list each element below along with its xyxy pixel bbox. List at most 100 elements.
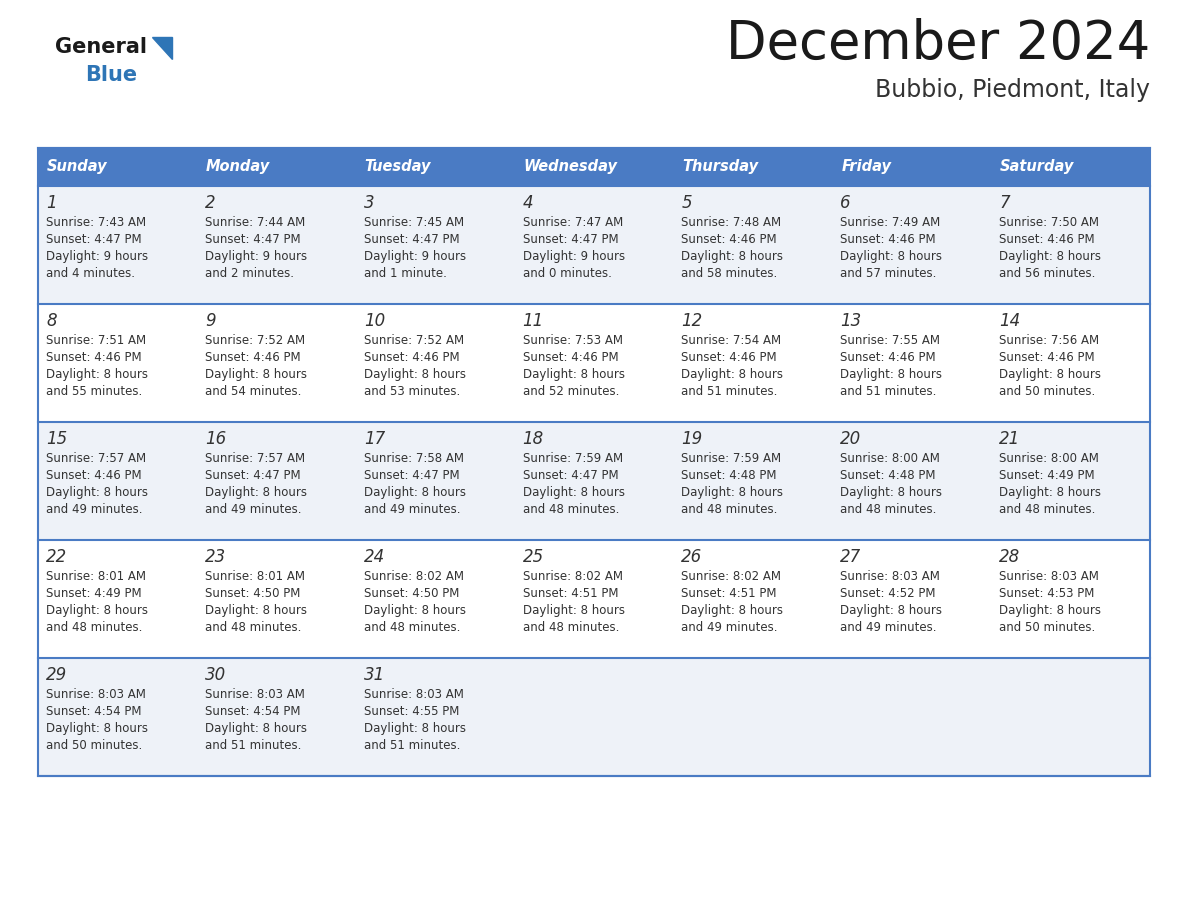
Text: Daylight: 8 hours: Daylight: 8 hours xyxy=(840,368,942,381)
Text: and 54 minutes.: and 54 minutes. xyxy=(204,385,302,398)
Text: Sunday: Sunday xyxy=(48,160,108,174)
Text: Daylight: 8 hours: Daylight: 8 hours xyxy=(999,250,1101,263)
Text: Sunrise: 8:01 AM: Sunrise: 8:01 AM xyxy=(46,570,146,583)
Text: Sunset: 4:48 PM: Sunset: 4:48 PM xyxy=(682,469,777,482)
Text: Sunset: 4:46 PM: Sunset: 4:46 PM xyxy=(46,351,141,364)
Text: 22: 22 xyxy=(46,548,68,566)
Text: Saturday: Saturday xyxy=(1000,160,1074,174)
Text: Sunrise: 7:52 AM: Sunrise: 7:52 AM xyxy=(204,334,305,347)
Text: Sunrise: 8:01 AM: Sunrise: 8:01 AM xyxy=(204,570,305,583)
Text: 17: 17 xyxy=(364,430,385,448)
Text: Sunset: 4:46 PM: Sunset: 4:46 PM xyxy=(364,351,460,364)
Text: and 48 minutes.: and 48 minutes. xyxy=(364,621,460,634)
Text: Sunrise: 7:43 AM: Sunrise: 7:43 AM xyxy=(46,216,146,229)
Text: Daylight: 9 hours: Daylight: 9 hours xyxy=(364,250,466,263)
Text: Sunrise: 7:48 AM: Sunrise: 7:48 AM xyxy=(682,216,782,229)
Text: Sunset: 4:46 PM: Sunset: 4:46 PM xyxy=(999,233,1095,246)
Text: and 48 minutes.: and 48 minutes. xyxy=(682,503,778,516)
Text: and 55 minutes.: and 55 minutes. xyxy=(46,385,143,398)
Text: Daylight: 8 hours: Daylight: 8 hours xyxy=(523,368,625,381)
Text: and 48 minutes.: and 48 minutes. xyxy=(204,621,302,634)
Text: Wednesday: Wednesday xyxy=(524,160,618,174)
Text: 26: 26 xyxy=(682,548,702,566)
Text: Daylight: 8 hours: Daylight: 8 hours xyxy=(364,604,466,617)
Text: 3: 3 xyxy=(364,194,374,212)
Text: Sunset: 4:52 PM: Sunset: 4:52 PM xyxy=(840,587,936,600)
Text: Daylight: 8 hours: Daylight: 8 hours xyxy=(204,722,307,735)
Bar xyxy=(38,304,1150,422)
Text: and 56 minutes.: and 56 minutes. xyxy=(999,267,1095,280)
Polygon shape xyxy=(152,37,172,59)
Text: and 49 minutes.: and 49 minutes. xyxy=(682,621,778,634)
Text: and 51 minutes.: and 51 minutes. xyxy=(682,385,778,398)
Text: and 49 minutes.: and 49 minutes. xyxy=(204,503,302,516)
Text: 11: 11 xyxy=(523,312,544,330)
Text: Daylight: 8 hours: Daylight: 8 hours xyxy=(204,486,307,499)
Text: Sunrise: 8:03 AM: Sunrise: 8:03 AM xyxy=(364,688,463,701)
Text: 14: 14 xyxy=(999,312,1020,330)
Text: Sunset: 4:55 PM: Sunset: 4:55 PM xyxy=(364,705,459,718)
Text: Sunrise: 8:03 AM: Sunrise: 8:03 AM xyxy=(999,570,1099,583)
Text: and 53 minutes.: and 53 minutes. xyxy=(364,385,460,398)
Text: Tuesday: Tuesday xyxy=(365,160,431,174)
Bar xyxy=(38,422,1150,540)
Bar xyxy=(38,658,1150,776)
Text: and 58 minutes.: and 58 minutes. xyxy=(682,267,778,280)
Text: Daylight: 8 hours: Daylight: 8 hours xyxy=(682,368,783,381)
Text: 16: 16 xyxy=(204,430,226,448)
Text: and 49 minutes.: and 49 minutes. xyxy=(46,503,143,516)
Text: 6: 6 xyxy=(840,194,851,212)
Text: 1: 1 xyxy=(46,194,57,212)
Text: Sunset: 4:51 PM: Sunset: 4:51 PM xyxy=(682,587,777,600)
Text: Daylight: 9 hours: Daylight: 9 hours xyxy=(204,250,307,263)
Text: and 50 minutes.: and 50 minutes. xyxy=(999,621,1095,634)
Text: Sunset: 4:46 PM: Sunset: 4:46 PM xyxy=(204,351,301,364)
Text: Sunset: 4:46 PM: Sunset: 4:46 PM xyxy=(682,233,777,246)
Text: and 0 minutes.: and 0 minutes. xyxy=(523,267,612,280)
Text: 21: 21 xyxy=(999,430,1020,448)
Text: and 50 minutes.: and 50 minutes. xyxy=(999,385,1095,398)
Text: Sunset: 4:47 PM: Sunset: 4:47 PM xyxy=(364,469,460,482)
Text: Sunset: 4:48 PM: Sunset: 4:48 PM xyxy=(840,469,936,482)
Text: and 52 minutes.: and 52 minutes. xyxy=(523,385,619,398)
Text: Sunrise: 8:02 AM: Sunrise: 8:02 AM xyxy=(682,570,782,583)
Text: 19: 19 xyxy=(682,430,702,448)
Text: and 4 minutes.: and 4 minutes. xyxy=(46,267,135,280)
Text: Sunrise: 7:57 AM: Sunrise: 7:57 AM xyxy=(204,452,305,465)
Text: and 49 minutes.: and 49 minutes. xyxy=(840,621,937,634)
Text: Sunrise: 8:00 AM: Sunrise: 8:00 AM xyxy=(840,452,940,465)
Text: 15: 15 xyxy=(46,430,68,448)
Text: and 49 minutes.: and 49 minutes. xyxy=(364,503,460,516)
Text: Daylight: 8 hours: Daylight: 8 hours xyxy=(204,368,307,381)
Text: Daylight: 8 hours: Daylight: 8 hours xyxy=(204,604,307,617)
Text: 30: 30 xyxy=(204,666,226,684)
Text: Sunset: 4:49 PM: Sunset: 4:49 PM xyxy=(46,587,141,600)
Text: Sunrise: 7:47 AM: Sunrise: 7:47 AM xyxy=(523,216,623,229)
Text: Sunset: 4:53 PM: Sunset: 4:53 PM xyxy=(999,587,1094,600)
Text: Sunset: 4:51 PM: Sunset: 4:51 PM xyxy=(523,587,618,600)
Text: Monday: Monday xyxy=(206,160,270,174)
Text: and 50 minutes.: and 50 minutes. xyxy=(46,739,143,752)
Text: Sunset: 4:47 PM: Sunset: 4:47 PM xyxy=(523,469,618,482)
Text: Bubbio, Piedmont, Italy: Bubbio, Piedmont, Italy xyxy=(876,78,1150,102)
Text: Daylight: 8 hours: Daylight: 8 hours xyxy=(682,250,783,263)
Text: Sunset: 4:46 PM: Sunset: 4:46 PM xyxy=(682,351,777,364)
Text: Sunrise: 7:56 AM: Sunrise: 7:56 AM xyxy=(999,334,1099,347)
Text: 8: 8 xyxy=(46,312,57,330)
Bar xyxy=(38,148,1150,776)
Text: Daylight: 8 hours: Daylight: 8 hours xyxy=(523,486,625,499)
Text: Sunrise: 7:54 AM: Sunrise: 7:54 AM xyxy=(682,334,782,347)
Text: Daylight: 8 hours: Daylight: 8 hours xyxy=(364,722,466,735)
Text: 5: 5 xyxy=(682,194,693,212)
Text: Sunrise: 7:52 AM: Sunrise: 7:52 AM xyxy=(364,334,463,347)
Text: Sunrise: 8:03 AM: Sunrise: 8:03 AM xyxy=(46,688,146,701)
Text: and 51 minutes.: and 51 minutes. xyxy=(840,385,936,398)
Text: and 48 minutes.: and 48 minutes. xyxy=(523,621,619,634)
Text: Sunset: 4:46 PM: Sunset: 4:46 PM xyxy=(999,351,1095,364)
Text: Daylight: 8 hours: Daylight: 8 hours xyxy=(46,486,148,499)
Text: Sunset: 4:46 PM: Sunset: 4:46 PM xyxy=(523,351,618,364)
Text: and 48 minutes.: and 48 minutes. xyxy=(523,503,619,516)
Text: Daylight: 8 hours: Daylight: 8 hours xyxy=(999,486,1101,499)
Text: 31: 31 xyxy=(364,666,385,684)
Text: Daylight: 8 hours: Daylight: 8 hours xyxy=(523,604,625,617)
